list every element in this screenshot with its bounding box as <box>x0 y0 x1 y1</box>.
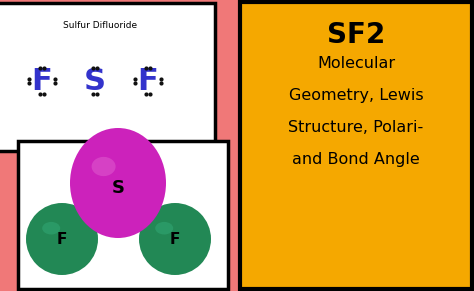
Text: and Bond Angle: and Bond Angle <box>292 152 420 167</box>
Text: F: F <box>137 67 158 95</box>
Text: Structure, Polari-: Structure, Polari- <box>288 120 424 135</box>
Ellipse shape <box>42 222 60 235</box>
Ellipse shape <box>155 222 173 235</box>
Text: Geometry, Lewis: Geometry, Lewis <box>289 88 423 103</box>
Text: F: F <box>57 232 67 246</box>
Text: S: S <box>84 67 106 95</box>
Text: SF2: SF2 <box>327 21 385 49</box>
Ellipse shape <box>70 128 166 238</box>
Ellipse shape <box>91 157 116 176</box>
Ellipse shape <box>139 203 211 275</box>
Text: Sulfur Difluoride: Sulfur Difluoride <box>63 21 137 30</box>
FancyBboxPatch shape <box>0 3 215 151</box>
Text: F: F <box>170 232 180 246</box>
Text: S: S <box>111 179 125 197</box>
Ellipse shape <box>26 203 98 275</box>
Text: Molecular: Molecular <box>317 56 395 71</box>
FancyBboxPatch shape <box>240 2 472 289</box>
FancyBboxPatch shape <box>18 141 228 289</box>
Text: F: F <box>32 67 52 95</box>
